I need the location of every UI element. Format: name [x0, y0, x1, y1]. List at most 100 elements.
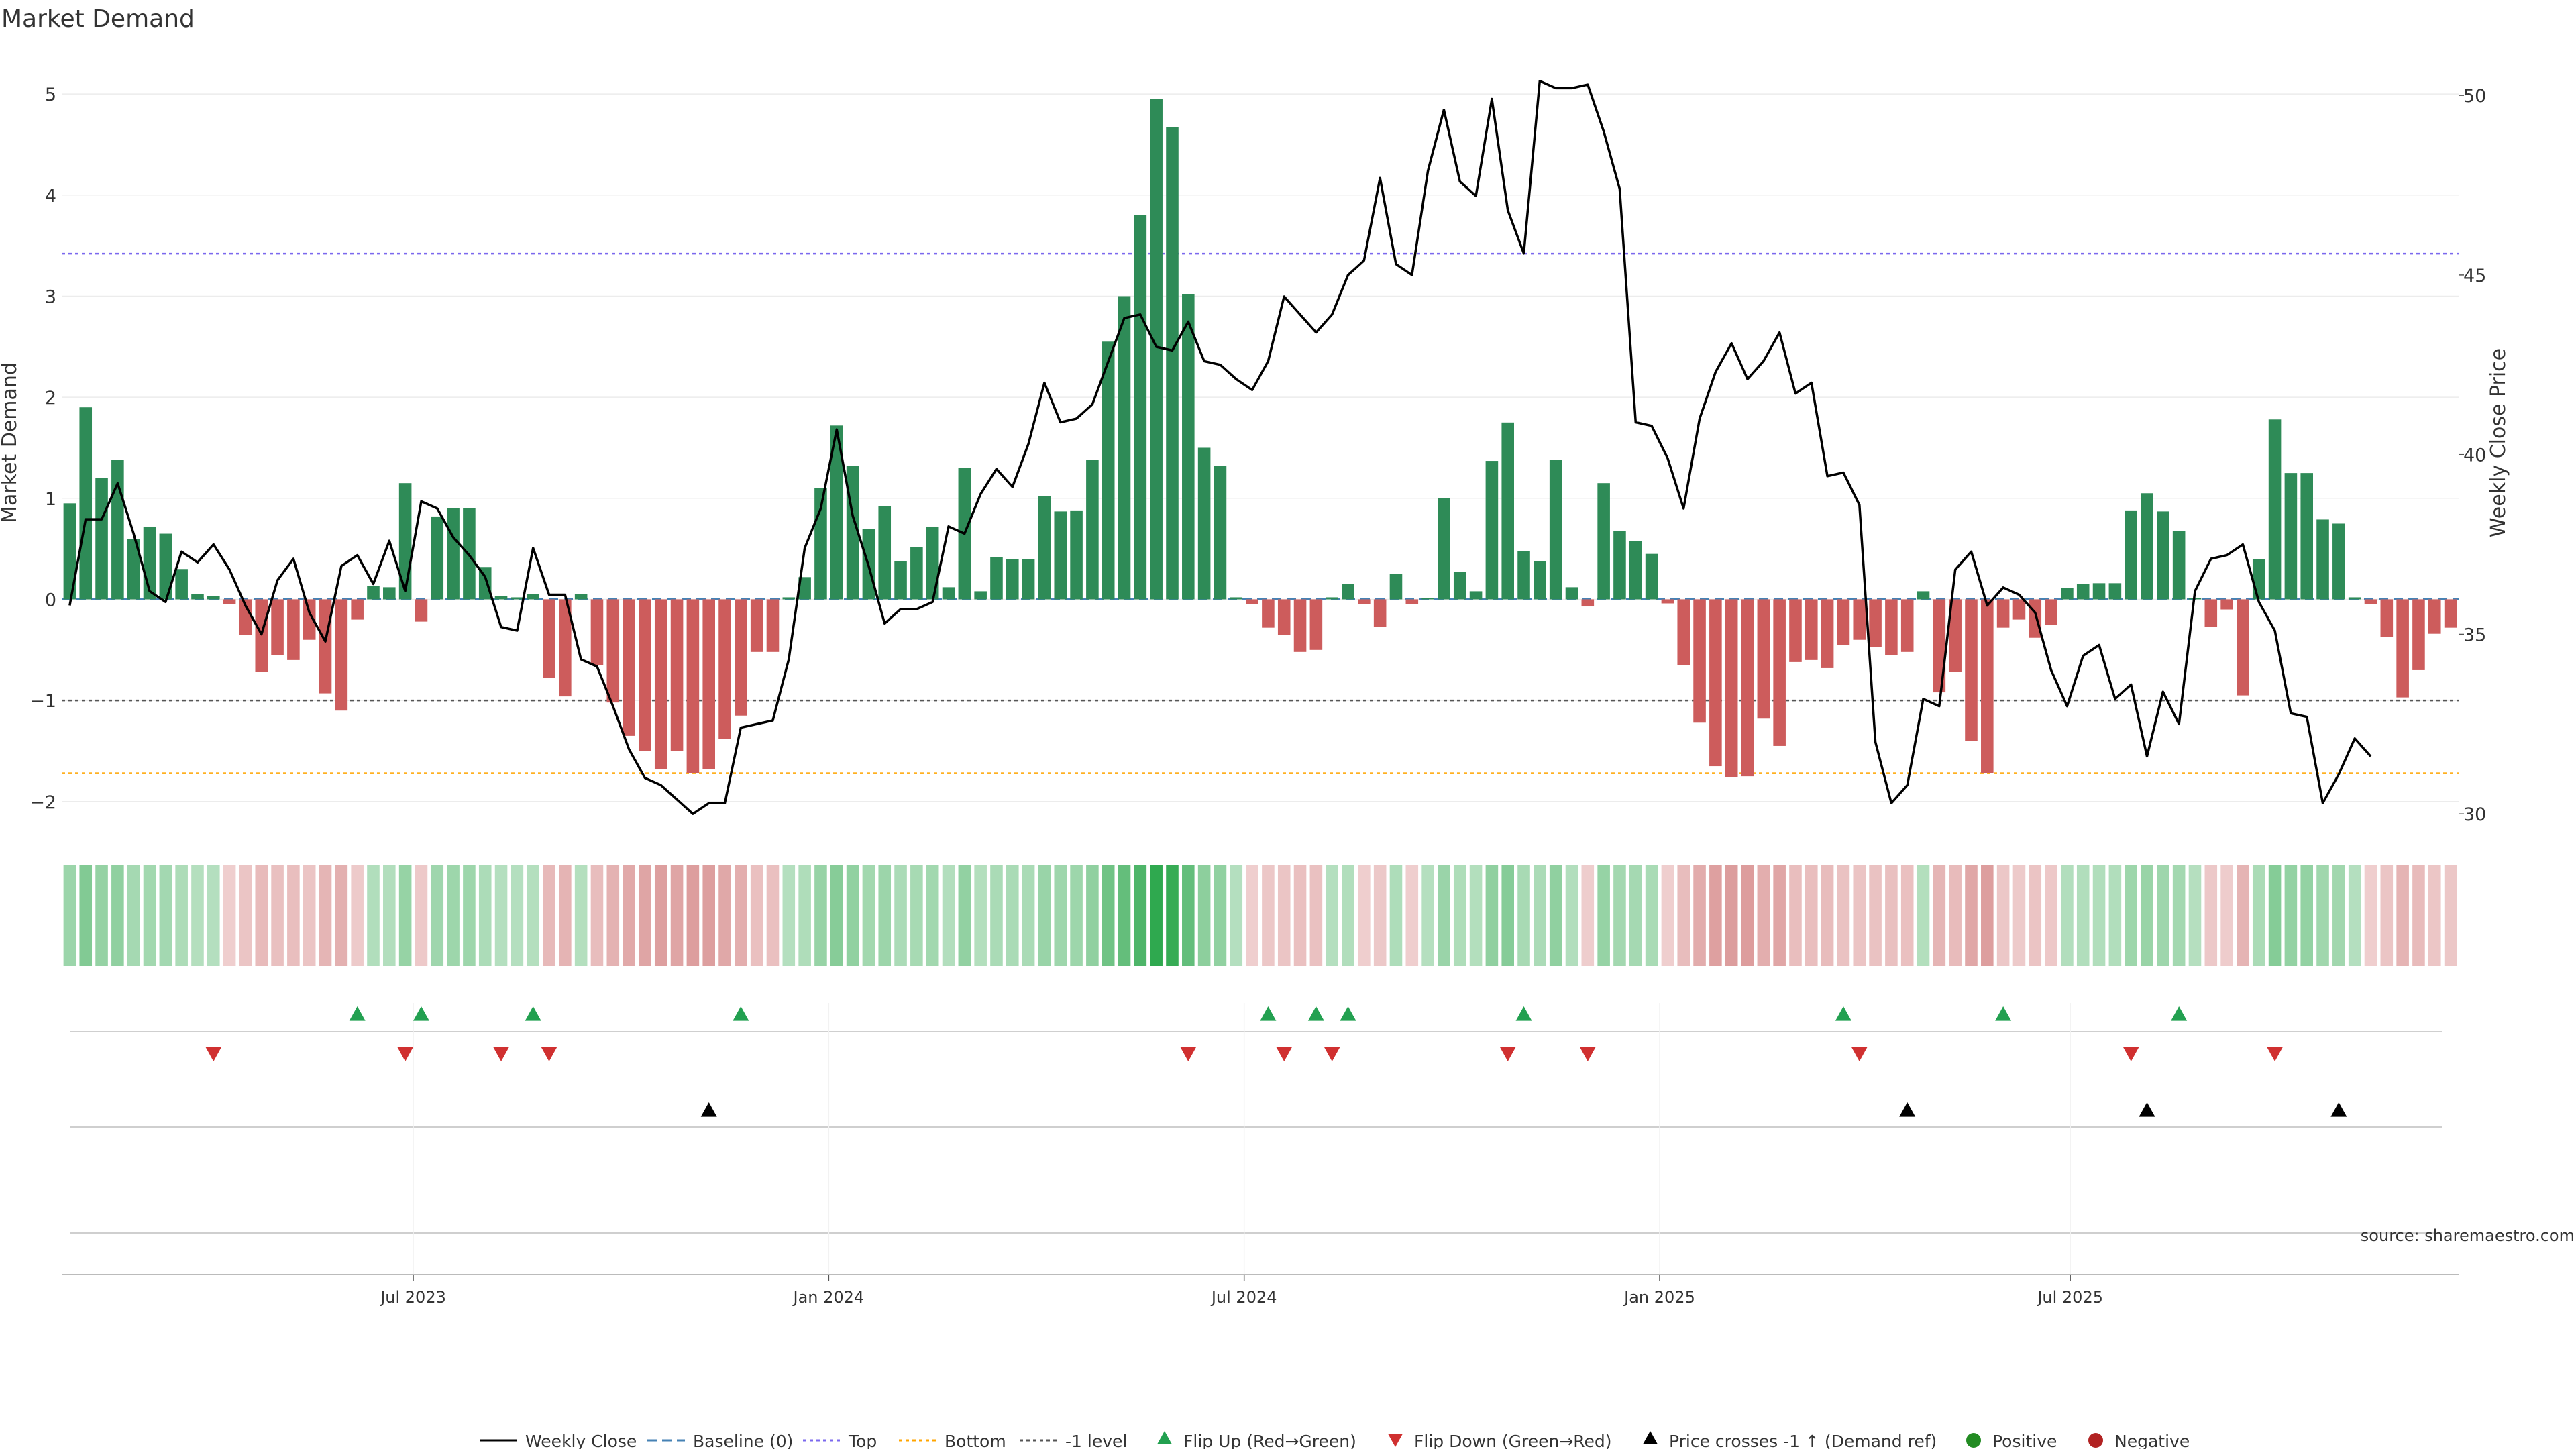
demand-bar — [1821, 599, 1834, 668]
price-cross-marker — [1899, 1102, 1916, 1117]
demand-bar — [1246, 599, 1258, 604]
heat-cell — [2300, 865, 2313, 966]
demand-bar — [1373, 599, 1387, 627]
heat-cell — [846, 865, 859, 966]
demand-bar — [623, 599, 635, 736]
heat-cell — [814, 865, 827, 966]
left-tick-label: 3 — [45, 286, 56, 307]
heat-cell — [766, 865, 780, 966]
legend-label: Bottom — [945, 1432, 1006, 1449]
flip-up-marker — [1995, 1006, 2012, 1021]
demand-bar — [1086, 460, 1099, 600]
price-cross-marker — [700, 1102, 717, 1117]
demand-bar — [1277, 599, 1291, 635]
demand-bar — [654, 599, 667, 769]
heat-cell — [1981, 865, 1994, 966]
heat-cell — [383, 865, 396, 966]
x-tick-label: Jan 2025 — [1623, 1288, 1695, 1307]
legend-label: Negative — [2114, 1432, 2190, 1449]
heat-cell — [1150, 865, 1163, 966]
heat-cell — [143, 865, 156, 966]
demand-bar — [255, 599, 268, 672]
demand-bar — [2157, 511, 2169, 600]
chart-title: Market Demand — [1, 5, 195, 33]
heat-cell — [2380, 865, 2394, 966]
heat-cell — [1326, 865, 1338, 966]
demand-bar — [639, 599, 651, 751]
demand-bar — [1565, 587, 1578, 600]
heat-cell — [2012, 865, 2026, 966]
demand-bar — [1150, 99, 1163, 600]
demand-bar — [782, 597, 796, 600]
demand-bar — [63, 503, 76, 600]
heat-cell — [191, 865, 204, 966]
demand-bar — [1309, 599, 1323, 650]
right-axis: 50 45 40 35 30 — [2459, 86, 2486, 825]
demand-bar — [2268, 419, 2282, 600]
heat-cell — [159, 865, 172, 966]
demand-bar — [2332, 523, 2345, 600]
heat-cell — [447, 865, 460, 966]
price-cross-marker — [2139, 1102, 2155, 1117]
legend: Weekly Close Baseline (0) Top Bottom -1 leve… — [480, 1431, 2190, 1449]
heat-cell — [2412, 865, 2425, 966]
demand-bar — [1789, 599, 1802, 662]
right-tick-label: 35 — [2463, 625, 2486, 645]
heat-cell — [223, 865, 236, 966]
heat-cell — [718, 865, 731, 966]
demand-bar — [1054, 511, 1067, 600]
demand-bar — [1438, 498, 1450, 600]
demand-bar — [2412, 599, 2425, 670]
demand-bar — [606, 599, 620, 703]
demand-bar — [2125, 510, 2137, 600]
demand-bar — [766, 599, 780, 652]
demand-bar — [2092, 583, 2106, 600]
demand-bar — [1917, 591, 1930, 600]
demand-bar — [1517, 551, 1530, 600]
demand-bar — [2237, 599, 2249, 696]
demand-bar — [1757, 599, 1770, 719]
demand-bar — [1773, 599, 1786, 746]
heat-cell — [910, 865, 923, 966]
heat-cell — [574, 865, 588, 966]
demand-bar — [894, 561, 907, 600]
heat-cell — [1469, 865, 1483, 966]
heat-cell — [1134, 865, 1147, 966]
weekly-close-line — [68, 79, 2372, 815]
left-tick-label: 4 — [45, 186, 56, 207]
heat-cell — [1629, 865, 1642, 966]
demand-bar — [1534, 561, 1546, 600]
heat-cell — [1885, 865, 1898, 966]
price-cross-markers — [700, 1102, 2347, 1117]
heat-cell — [1501, 865, 1514, 966]
heat-cell — [527, 865, 539, 966]
demand-bar — [1741, 599, 1754, 777]
demand-bar — [271, 599, 284, 655]
heat-cell — [1900, 865, 1914, 966]
heat-cell — [2108, 865, 2122, 966]
flip-down-marker — [397, 1046, 414, 1061]
heat-cell — [2252, 865, 2265, 966]
demand-bar — [1070, 510, 1083, 600]
demand-bar — [1597, 483, 1610, 600]
heat-cell — [782, 865, 796, 966]
demand-bar — [398, 483, 412, 600]
demand-bar — [1981, 599, 1994, 773]
demand-bar — [239, 599, 252, 635]
demand-bar — [718, 599, 731, 739]
heat-cell — [798, 865, 811, 966]
heat-cell — [830, 865, 843, 966]
demand-bar — [1022, 559, 1035, 600]
demand-bar — [319, 599, 332, 694]
demand-bar — [2444, 599, 2457, 628]
heat-cell — [2396, 865, 2409, 966]
heat-cell — [686, 865, 700, 966]
flip-down-marker — [1324, 1046, 1340, 1061]
right-axis-label: Weekly Close Price — [2487, 348, 2510, 537]
x-tick-label: Jul 2023 — [379, 1288, 446, 1307]
flip-up-marker — [1515, 1006, 1532, 1021]
heat-cell — [1246, 865, 1258, 966]
demand-bar — [1933, 599, 1946, 693]
legend-swatch — [1966, 1433, 1981, 1448]
